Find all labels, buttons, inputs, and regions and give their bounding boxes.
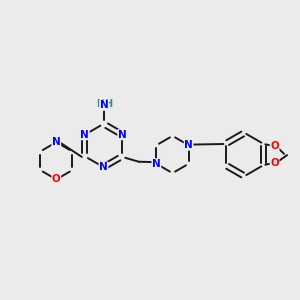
Text: N: N xyxy=(118,130,127,140)
Text: O: O xyxy=(270,141,279,151)
Text: H: H xyxy=(104,99,112,109)
Text: O: O xyxy=(52,174,61,184)
Text: N: N xyxy=(99,162,108,172)
Text: N: N xyxy=(152,159,161,169)
Text: N: N xyxy=(100,100,109,110)
Text: N: N xyxy=(52,137,61,147)
Text: N: N xyxy=(184,140,193,150)
Text: O: O xyxy=(270,158,279,168)
Text: N: N xyxy=(80,130,89,140)
Text: H: H xyxy=(96,99,104,109)
